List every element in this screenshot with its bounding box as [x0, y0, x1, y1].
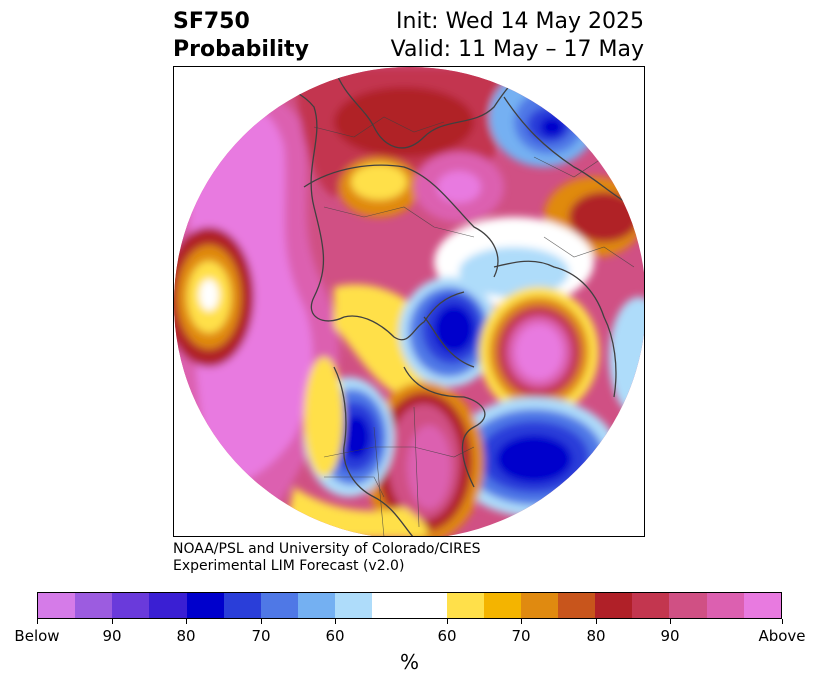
colorbar-tick-mark	[447, 619, 448, 624]
credit-line-2: Experimental LIM Forecast (v2.0)	[173, 558, 405, 574]
credit-text: NOAA/PSL and University of Colorado/CIRE…	[173, 541, 481, 575]
colorbar-segment	[260, 593, 298, 618]
forecast-dates: Init: Wed 14 May 2025 Valid: 11 May – 17…	[391, 8, 644, 64]
colorbar-tick-label: 70	[511, 627, 531, 645]
colorbar-segment	[706, 593, 744, 618]
colorbar-segment	[75, 593, 113, 618]
colorbar-tick-mark	[335, 619, 336, 624]
valid-range: Valid: 11 May – 17 May	[390, 37, 644, 62]
colorbar-tick-mark	[782, 619, 783, 624]
colorbar-tick-label: 60	[437, 627, 457, 645]
colorbar-tick-label: 90	[660, 627, 680, 645]
init-date: Init: Wed 14 May 2025	[396, 9, 644, 34]
colorbar	[37, 592, 782, 619]
colorbar-segment	[223, 593, 261, 618]
colorbar-unit: %	[399, 650, 419, 674]
colorbar-segment	[669, 593, 707, 618]
colorbar-tick-mark	[186, 619, 187, 624]
colorbar-tick-label: 80	[586, 627, 606, 645]
colorbar-tick-label: 60	[325, 627, 345, 645]
colorbar-segment	[112, 593, 150, 618]
colorbar-tick-label: Below	[14, 627, 60, 645]
colorbar-tick-mark	[261, 619, 262, 624]
colorbar-segment	[743, 593, 781, 618]
probability-map-svg	[174, 67, 644, 536]
colorbar-segment	[186, 593, 224, 618]
colorbar-tick-mark	[596, 619, 597, 624]
colorbar-segment	[632, 593, 670, 618]
variable-name: SF750	[173, 9, 250, 34]
colorbar-segment	[557, 593, 596, 618]
colorbar-tick-mark	[521, 619, 522, 624]
colorbar-tick-label: 90	[102, 627, 122, 645]
colorbar-segment	[595, 593, 633, 618]
colorbar-tick-mark	[112, 619, 113, 624]
colorbar-segment	[446, 593, 484, 618]
colorbar-segment	[372, 593, 447, 618]
colorbar-tick-label: Above	[758, 627, 806, 645]
colorbar-segment	[520, 593, 558, 618]
polar-map	[173, 66, 645, 537]
colorbar-segment	[335, 593, 373, 618]
colorbar-segment	[149, 593, 187, 618]
colorbar-tick-mark	[670, 619, 671, 624]
borders	[313, 116, 635, 536]
colorbar-tick-label: 70	[251, 627, 271, 645]
globe-disc	[174, 67, 644, 536]
variable-subtitle: Probability	[173, 37, 309, 62]
colorbar-tick-mark	[37, 619, 38, 624]
coastlines	[233, 67, 635, 536]
colorbar-segment	[483, 593, 521, 618]
colorbar-segment	[38, 593, 76, 618]
colorbar-segment	[297, 593, 336, 618]
colorbar-tick-label: 80	[176, 627, 196, 645]
credit-line-1: NOAA/PSL and University of Colorado/CIRE…	[173, 541, 481, 557]
map-title: SF750 Probability	[173, 8, 309, 64]
